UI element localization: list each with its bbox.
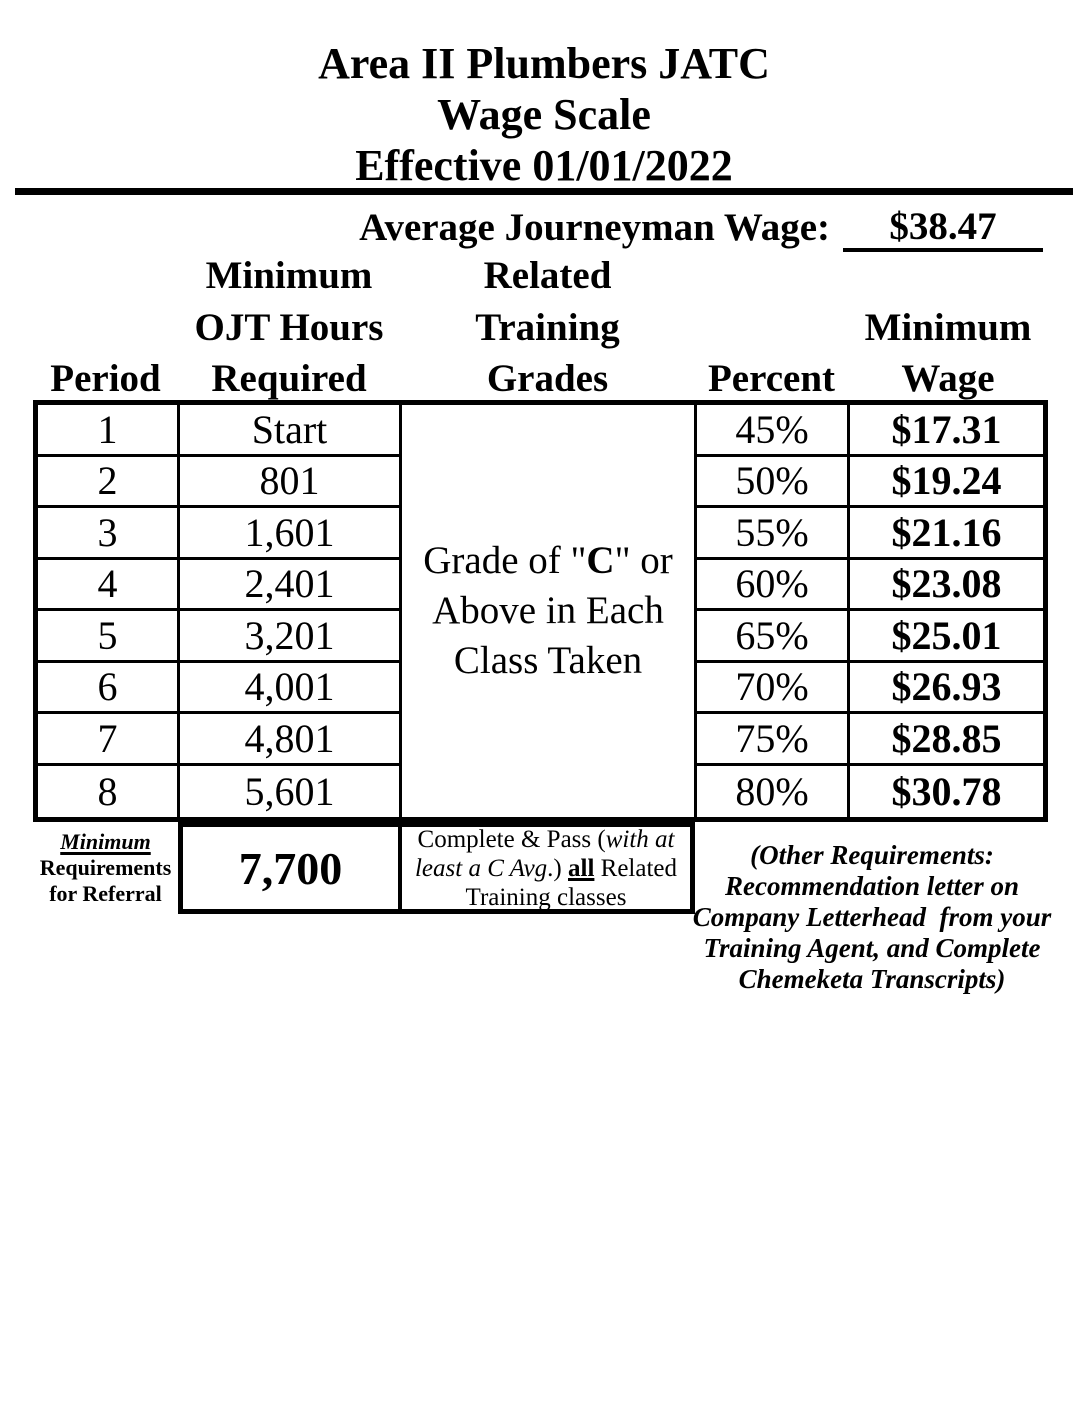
ojt-hours-cell: 801 <box>180 456 402 508</box>
wage-cell: $23.08 <box>850 560 1043 611</box>
header-percent: Percent <box>707 357 836 400</box>
ojt-hours-cell: Start <box>180 405 402 457</box>
percent-cell: 50% <box>697 456 850 508</box>
ojt-hours-cell: 4,001 <box>180 662 402 714</box>
percent-cell: 45% <box>697 405 850 457</box>
average-wage-label: Average Journeyman Wage: <box>359 206 830 249</box>
other-requirements-note: (Other Requirements: Recommendation lett… <box>690 840 1054 995</box>
wage-cell: $25.01 <box>850 611 1043 663</box>
wage-cell: $28.85 <box>850 714 1043 766</box>
header-grades-line1: Related <box>483 254 612 297</box>
wage-cell: $30.78 <box>891 768 1002 814</box>
referral-label-line3: for Referral <box>49 881 162 906</box>
referral-boxes: 7,700 Complete & Pass (with at least a C… <box>178 822 695 914</box>
period-cell: 7 <box>38 714 180 766</box>
referral-label-line2: Requirements <box>39 855 172 880</box>
ojt-hours-cell: 1,601 <box>180 508 402 560</box>
header-grades-line3: Grades <box>486 357 609 400</box>
ojt-hours-cell: 3,201 <box>180 611 402 663</box>
note-line: Recommendation letter on <box>725 871 1019 901</box>
period-cell: 2 <box>38 456 180 508</box>
header-ojt-line3: Required <box>211 357 367 400</box>
title-line-2: Wage Scale <box>437 90 651 139</box>
percent-cell: 75% <box>697 714 850 766</box>
header-grades-line2: Training <box>475 306 620 349</box>
period-cell: 1 <box>38 405 180 457</box>
training-requirement-cell: Complete & Pass (with at least a C Avg.)… <box>402 825 690 911</box>
title-line-3: Effective 01/01/2022 <box>355 141 733 190</box>
referral-label: Minimum Requirements for Referral <box>33 829 178 907</box>
header-ojt-line2: OJT Hours <box>194 306 384 349</box>
note-line: Chemeketa Transcripts) <box>738 964 1006 994</box>
ojt-hours-cell: 2,401 <box>180 559 402 611</box>
wage-cell: $17.31 <box>850 405 1043 457</box>
note-line: (Other Requirements: <box>750 840 994 870</box>
note-line: Company Letterhead from your <box>692 902 1052 932</box>
note-line: Training Agent, and Complete <box>703 933 1041 963</box>
training-req-line2: least a C Avg.) all Related <box>414 854 678 882</box>
header-period: Period <box>50 357 161 400</box>
percent-cell: 60% <box>697 559 850 611</box>
header-wage-line1: Minimum <box>864 306 1032 349</box>
percent-cell: 55% <box>697 508 850 560</box>
grades-text-line1: Grade of "C" or <box>423 539 673 582</box>
referral-label-line1: Minimum <box>60 829 151 854</box>
ojt-hours-cell: 4,801 <box>180 714 402 766</box>
wage-cell: $21.16 <box>850 508 1043 560</box>
wage-cell: $19.24 <box>850 457 1043 508</box>
header-ojt-line1: Minimum <box>205 254 373 297</box>
training-req-line3: Training classes <box>465 883 627 911</box>
divider-line <box>15 188 1073 195</box>
percent-cell: 70% <box>697 662 850 714</box>
training-req-line1: Complete & Pass (with at <box>417 825 675 853</box>
period-cell: 5 <box>38 611 180 663</box>
grades-merged-cell: Grade of "C" or Above in Each Class Take… <box>402 405 697 817</box>
header-wage-line2: Wage <box>901 357 995 400</box>
wage-cell: $26.93 <box>850 663 1043 714</box>
period-cell: 6 <box>38 662 180 714</box>
percent-cell: 65% <box>697 611 850 663</box>
average-wage-value: $38.47 <box>843 204 1043 252</box>
grades-text-line3: Class Taken <box>453 639 643 682</box>
period-cell: 3 <box>38 508 180 560</box>
ojt-hours-cell: 5,601 <box>180 765 402 817</box>
wage-table: 1 Start Grade of "C" or Above in Each Cl… <box>33 400 1048 822</box>
percent-cell: 80% <box>697 765 850 817</box>
period-cell: 4 <box>38 559 180 611</box>
period-cell: 8 <box>38 765 180 817</box>
grades-text-line2: Above in Each <box>432 589 664 632</box>
document-title: Area II Plumbers JATC Wage Scale Effecti… <box>0 38 1088 191</box>
title-line-1: Area II Plumbers JATC <box>318 39 770 88</box>
referral-hours-cell: 7,700 <box>183 827 402 909</box>
